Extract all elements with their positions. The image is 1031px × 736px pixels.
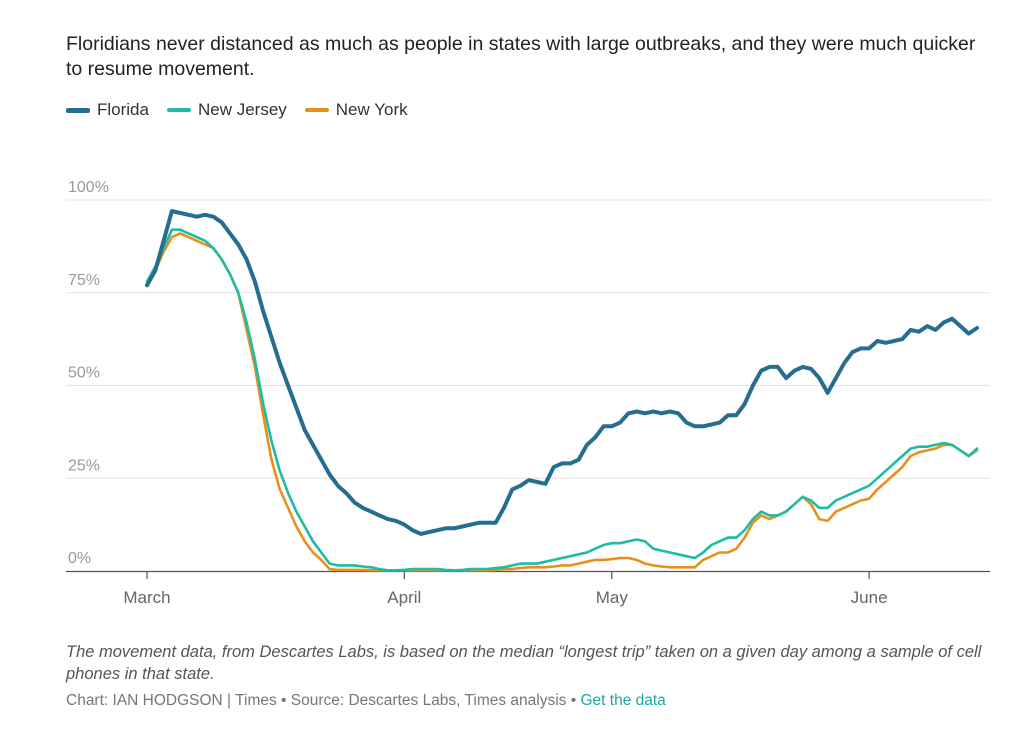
legend-item-florida: Florida <box>66 100 149 120</box>
credit-line: Chart: IAN HODGSON | Times • Source: Des… <box>66 692 666 710</box>
legend-swatch-new-jersey <box>166 108 191 112</box>
legend-label-florida: Florida <box>97 100 149 119</box>
y-tick-label: 75% <box>68 272 100 289</box>
x-tick-label: May <box>596 588 629 607</box>
legend-item-new-york: New York <box>304 100 408 120</box>
x-tick-label: June <box>851 588 888 607</box>
x-tick-label: March <box>123 588 170 607</box>
chart-title: Floridians never distanced as much as pe… <box>66 33 976 80</box>
legend-swatch-florida <box>66 107 90 113</box>
series-line-new-jersey <box>145 228 979 572</box>
y-tick-label: 0% <box>68 550 91 567</box>
methodology-note: The movement data, from Descartes Labs, … <box>66 643 982 683</box>
x-tick-label: April <box>387 588 421 607</box>
y-tick-label: 100% <box>68 179 109 196</box>
credit-text: Chart: IAN HODGSON | Times • Source: Des… <box>66 692 577 709</box>
series-lines <box>145 209 979 572</box>
legend-item-new-jersey: New Jersey <box>166 100 287 120</box>
legend-label-new-york: New York <box>335 100 408 119</box>
grid <box>66 199 990 479</box>
y-axis-labels: 0% 25% 50% 75% 100% <box>68 179 109 567</box>
legend: Florida New Jersey New York <box>66 100 408 120</box>
legend-swatch-new-york <box>304 108 329 112</box>
series-line-florida <box>145 209 979 536</box>
line-chart: 0% 25% 50% 75% 100% March April May June <box>66 179 990 607</box>
get-the-data-link[interactable]: Get the data <box>580 692 666 709</box>
y-tick-label: 50% <box>68 365 100 382</box>
x-axis: March April May June <box>66 570 990 607</box>
series-line-new-york <box>145 232 979 572</box>
y-tick-label: 25% <box>68 457 100 474</box>
legend-label-new-jersey: New Jersey <box>197 100 287 119</box>
